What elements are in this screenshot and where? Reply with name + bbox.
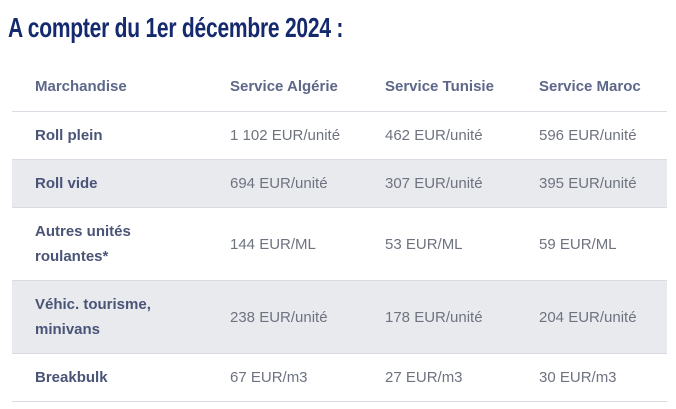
price-cell-maroc: 395 EUR/unité xyxy=(516,159,667,208)
row-label: Véhic. tourisme, minivans xyxy=(12,280,207,354)
header-row: Marchandise Service Algérie Service Tuni… xyxy=(12,62,667,112)
column-header-service-algerie: Service Algérie xyxy=(207,62,362,112)
price-cell-tunisie: 27 EUR/m3 xyxy=(362,353,516,402)
price-cell-algerie: 144 EUR/ML xyxy=(207,207,362,281)
price-cell-maroc: 59 EUR/ML xyxy=(516,207,667,281)
row-label: Autres unités roulantes* xyxy=(12,207,207,281)
page-title: A compter du 1er décembre 2024 : xyxy=(8,12,344,43)
price-cell-algerie: 694 EUR/unité xyxy=(207,159,362,208)
table-row-breakbulk: Breakbulk 67 EUR/m3 27 EUR/m3 30 EUR/m3 xyxy=(12,353,667,402)
row-label-text: Véhic. tourisme, minivans xyxy=(35,296,151,338)
price-cell-tunisie: 178 EUR/unité xyxy=(362,280,516,354)
column-header-service-maroc: Service Maroc xyxy=(516,62,667,112)
row-label: Roll plein xyxy=(12,111,207,160)
column-header-service-tunisie: Service Tunisie xyxy=(362,62,516,112)
column-header-marchandise: Marchandise xyxy=(12,62,207,112)
row-label-text: Autres unités roulantes* xyxy=(35,223,131,265)
price-cell-algerie: 238 EUR/unité xyxy=(207,280,362,354)
price-cell-tunisie: 307 EUR/unité xyxy=(362,159,516,208)
price-cell-maroc: 596 EUR/unité xyxy=(516,111,667,160)
page: A compter du 1er décembre 2024 : Marchan… xyxy=(0,12,676,409)
price-cell-tunisie: 53 EUR/ML xyxy=(362,207,516,281)
row-label-text: Breakbulk xyxy=(35,369,108,386)
row-label: Breakbulk xyxy=(12,353,207,402)
table-row-roll-vide: Roll vide 694 EUR/unité 307 EUR/unité 39… xyxy=(12,159,667,208)
row-label-text: Roll plein xyxy=(35,127,103,144)
table-row-roll-plein: Roll plein 1 102 EUR/unité 462 EUR/unité… xyxy=(12,111,667,160)
price-cell-tunisie: 462 EUR/unité xyxy=(362,111,516,160)
price-cell-algerie: 1 102 EUR/unité xyxy=(207,111,362,160)
table-row-vehic-tourisme-minivans: Véhic. tourisme, minivans 238 EUR/unité … xyxy=(12,280,667,354)
price-cell-algerie: 67 EUR/m3 xyxy=(207,353,362,402)
table-row-autres-unites-roulantes: Autres unités roulantes* 144 EUR/ML 53 E… xyxy=(12,207,667,281)
pricing-table: Marchandise Service Algérie Service Tuni… xyxy=(12,62,667,402)
row-label: Roll vide xyxy=(12,159,207,208)
price-cell-maroc: 204 EUR/unité xyxy=(516,280,667,354)
row-label-text: Roll vide xyxy=(35,175,98,192)
price-cell-maroc: 30 EUR/m3 xyxy=(516,353,667,402)
